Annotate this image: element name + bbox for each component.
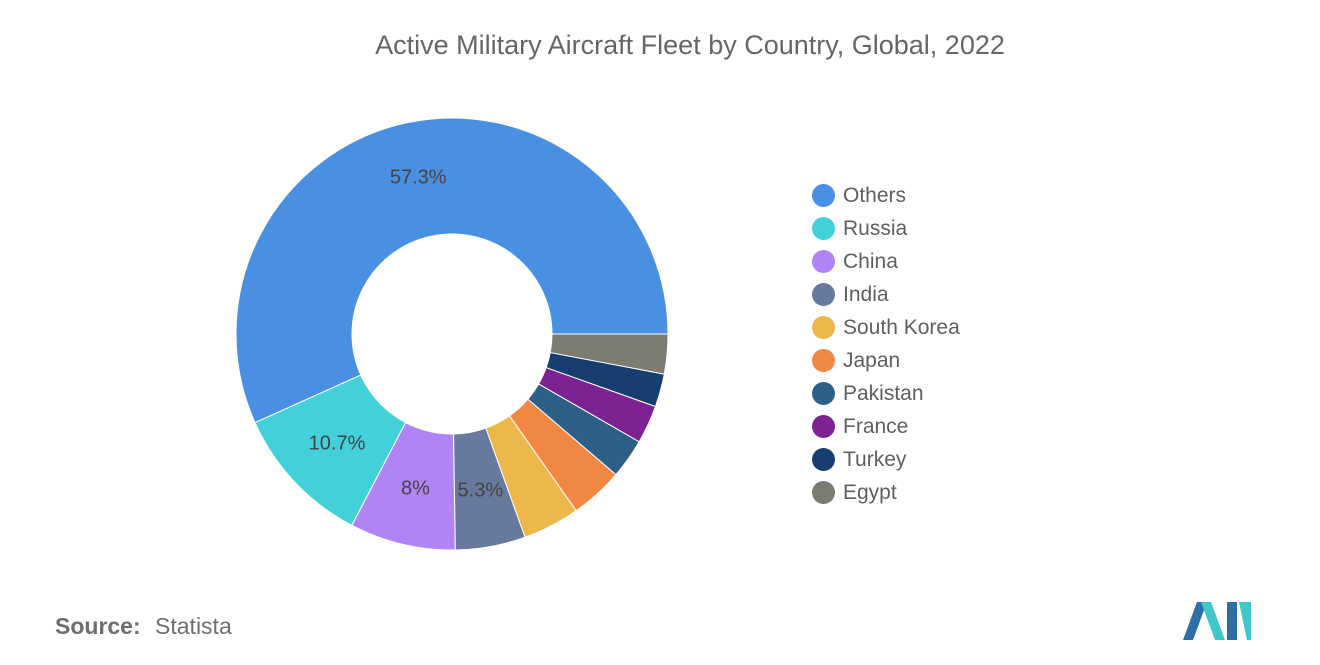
- legend-item-china: China: [812, 245, 960, 278]
- legend-item-pakistan: Pakistan: [812, 377, 960, 410]
- legend-label: Egypt: [843, 480, 897, 504]
- chart-legend: Others Russia China India South Korea Japan Pa…: [812, 179, 960, 509]
- legend-label: South Korea: [843, 315, 960, 339]
- legend-swatch: [812, 415, 835, 438]
- legend-swatch: [812, 481, 835, 504]
- legend-item-others: Others: [812, 179, 960, 212]
- donut-slice-egypt: [549, 333, 669, 375]
- data-label-india: 5.3%: [458, 479, 504, 501]
- legend-swatch: [812, 448, 835, 471]
- logo-right-accent: [1239, 602, 1251, 640]
- legend-swatch: [812, 316, 835, 339]
- legend-item-india: India: [812, 278, 960, 311]
- legend-label: India: [843, 282, 889, 306]
- legend-item-south-korea: South Korea: [812, 311, 960, 344]
- data-label-russia: 10.7%: [309, 432, 366, 454]
- legend-swatch: [812, 283, 835, 306]
- legend-item-japan: Japan: [812, 344, 960, 377]
- legend-label: Russia: [843, 216, 908, 240]
- brand-logo: [1183, 602, 1251, 640]
- logo-right-stroke: [1227, 602, 1237, 640]
- logo-left-stroke: [1183, 602, 1207, 640]
- legend-item-turkey: Turkey: [812, 443, 960, 476]
- legend-label: Turkey: [843, 447, 907, 471]
- legend-swatch: [812, 349, 835, 372]
- data-label-china: 8%: [401, 478, 430, 500]
- source-note: Source: Statista: [55, 613, 232, 640]
- source-label: Source:: [55, 613, 141, 639]
- legend-swatch: [812, 184, 835, 207]
- legend-item-france: France: [812, 410, 960, 443]
- data-label-others: 57.3%: [390, 167, 447, 189]
- logo-middle-stroke: [1201, 602, 1225, 640]
- source-value: Statista: [155, 613, 232, 639]
- legend-swatch: [812, 250, 835, 273]
- legend-label: Japan: [843, 348, 901, 372]
- legend-label: Others: [843, 183, 907, 207]
- legend-swatch: [812, 382, 835, 405]
- chart-title: Active Military Aircraft Fleet by Countr…: [375, 30, 1005, 60]
- legend-swatch: [812, 217, 835, 240]
- legend-label: China: [843, 249, 898, 273]
- legend-item-egypt: Egypt: [812, 476, 960, 509]
- legend-label: France: [843, 414, 909, 438]
- donut-slice-others: [235, 117, 669, 424]
- legend-label: Pakistan: [843, 381, 924, 405]
- legend-item-russia: Russia: [812, 212, 960, 245]
